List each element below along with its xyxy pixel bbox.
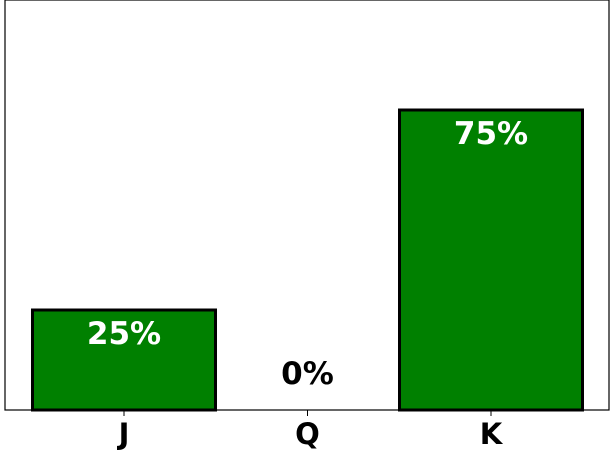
data-labels-group: 25% 0% 75% (87, 116, 528, 392)
x-tick-label-j: J (117, 417, 130, 450)
data-label-k: 75% (454, 116, 528, 152)
data-label-j: 25% (87, 316, 161, 352)
x-tick-label-k: K (480, 417, 504, 450)
data-label-q: 0% (281, 356, 334, 392)
x-tick-label-q: Q (295, 417, 320, 450)
bar-k (398, 108, 584, 412)
